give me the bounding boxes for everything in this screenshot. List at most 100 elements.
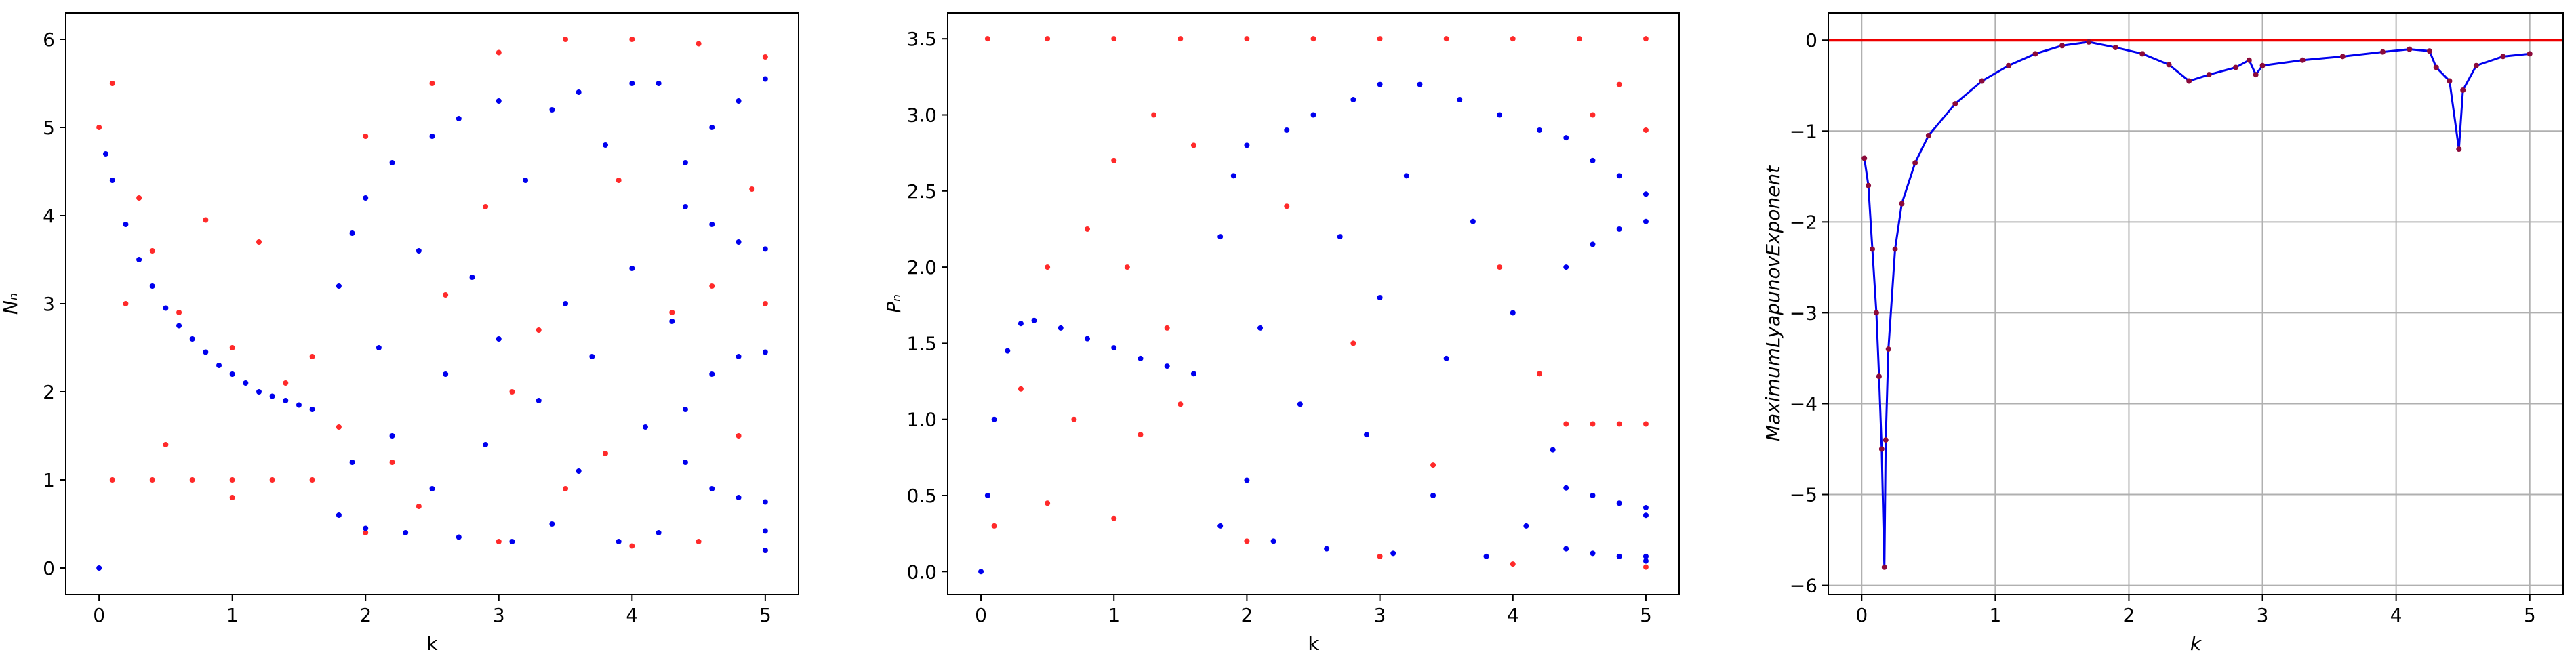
point <box>1590 550 1596 557</box>
point <box>984 36 990 42</box>
x-tick-label: 1 <box>226 604 239 626</box>
point <box>589 354 595 359</box>
point <box>1537 371 1543 377</box>
point <box>1616 81 1622 87</box>
point <box>1324 546 1330 552</box>
point <box>563 37 569 42</box>
point <box>1576 36 1582 42</box>
point <box>762 548 768 553</box>
point <box>1005 348 1011 354</box>
point <box>1979 78 1985 84</box>
point <box>389 433 395 439</box>
point <box>269 393 275 399</box>
point <box>269 477 275 483</box>
point <box>1337 234 1343 240</box>
point <box>136 195 142 201</box>
point <box>496 539 502 544</box>
point <box>1878 446 1885 452</box>
point <box>363 134 369 139</box>
point <box>1616 173 1622 179</box>
y-tick-label: 4 <box>43 205 55 227</box>
point <box>1899 201 1905 207</box>
point <box>1643 558 1649 564</box>
point <box>736 354 742 359</box>
point <box>1470 218 1476 224</box>
point <box>309 354 315 359</box>
y-tick-label: 1 <box>43 469 55 491</box>
point <box>363 195 369 201</box>
point <box>1616 553 1622 559</box>
point <box>563 486 569 491</box>
point <box>1483 553 1489 559</box>
point <box>229 495 235 500</box>
point <box>443 292 449 298</box>
axes-frame <box>65 12 799 595</box>
x-tick-label: 0 <box>93 604 105 626</box>
point <box>229 345 235 350</box>
y-tick-label: −6 <box>1790 575 1817 597</box>
point <box>2206 72 2212 78</box>
point <box>1190 371 1196 377</box>
point <box>1510 310 1516 316</box>
x-tick-label: 4 <box>626 604 638 626</box>
point <box>1590 493 1596 499</box>
point <box>496 98 502 104</box>
point <box>523 178 529 183</box>
y-tick-label: 3.0 <box>906 104 937 126</box>
y-tick-label: −2 <box>1790 211 1817 233</box>
point <box>496 49 502 56</box>
point <box>549 107 555 113</box>
point <box>189 477 195 483</box>
y-tick-label: 0.0 <box>906 561 937 583</box>
point <box>984 493 990 499</box>
x-tick-label: 4 <box>1507 604 1519 626</box>
point <box>2233 64 2239 70</box>
point <box>1363 432 1369 438</box>
point <box>1377 36 1383 42</box>
point <box>1417 81 1423 87</box>
point <box>1217 523 1224 529</box>
point <box>1537 127 1543 133</box>
point <box>1523 523 1529 529</box>
point <box>1377 81 1383 87</box>
point <box>1124 264 1130 270</box>
point <box>149 477 155 483</box>
point <box>1497 112 1503 118</box>
point <box>709 222 715 227</box>
point <box>389 460 395 465</box>
point <box>1217 234 1224 240</box>
point <box>1377 295 1383 301</box>
point <box>483 442 489 447</box>
point <box>1952 101 1958 107</box>
point <box>1350 340 1356 346</box>
point <box>176 323 182 329</box>
line <box>1863 41 2530 567</box>
point <box>563 301 569 306</box>
point <box>1643 512 1649 519</box>
point <box>1164 325 1170 331</box>
point <box>1310 36 1316 42</box>
point <box>736 98 742 104</box>
y-tick-label: −5 <box>1790 484 1817 506</box>
point <box>309 477 315 483</box>
point <box>1861 155 1868 161</box>
x-tick-label: 2 <box>359 604 371 626</box>
point <box>1510 36 1516 42</box>
point <box>603 142 609 148</box>
point <box>616 539 622 544</box>
point <box>1881 564 1887 570</box>
point <box>1590 241 1596 247</box>
point <box>1457 97 1463 103</box>
point <box>429 134 435 139</box>
point <box>1151 112 1157 118</box>
point <box>123 222 129 227</box>
point <box>349 230 355 236</box>
point <box>336 424 342 430</box>
point <box>1031 317 1037 323</box>
point <box>736 433 742 439</box>
y-tick-label: 2.0 <box>906 256 937 279</box>
y-tick-label: −1 <box>1790 120 1817 142</box>
point <box>2426 48 2432 54</box>
point <box>709 371 715 377</box>
point <box>629 81 635 86</box>
